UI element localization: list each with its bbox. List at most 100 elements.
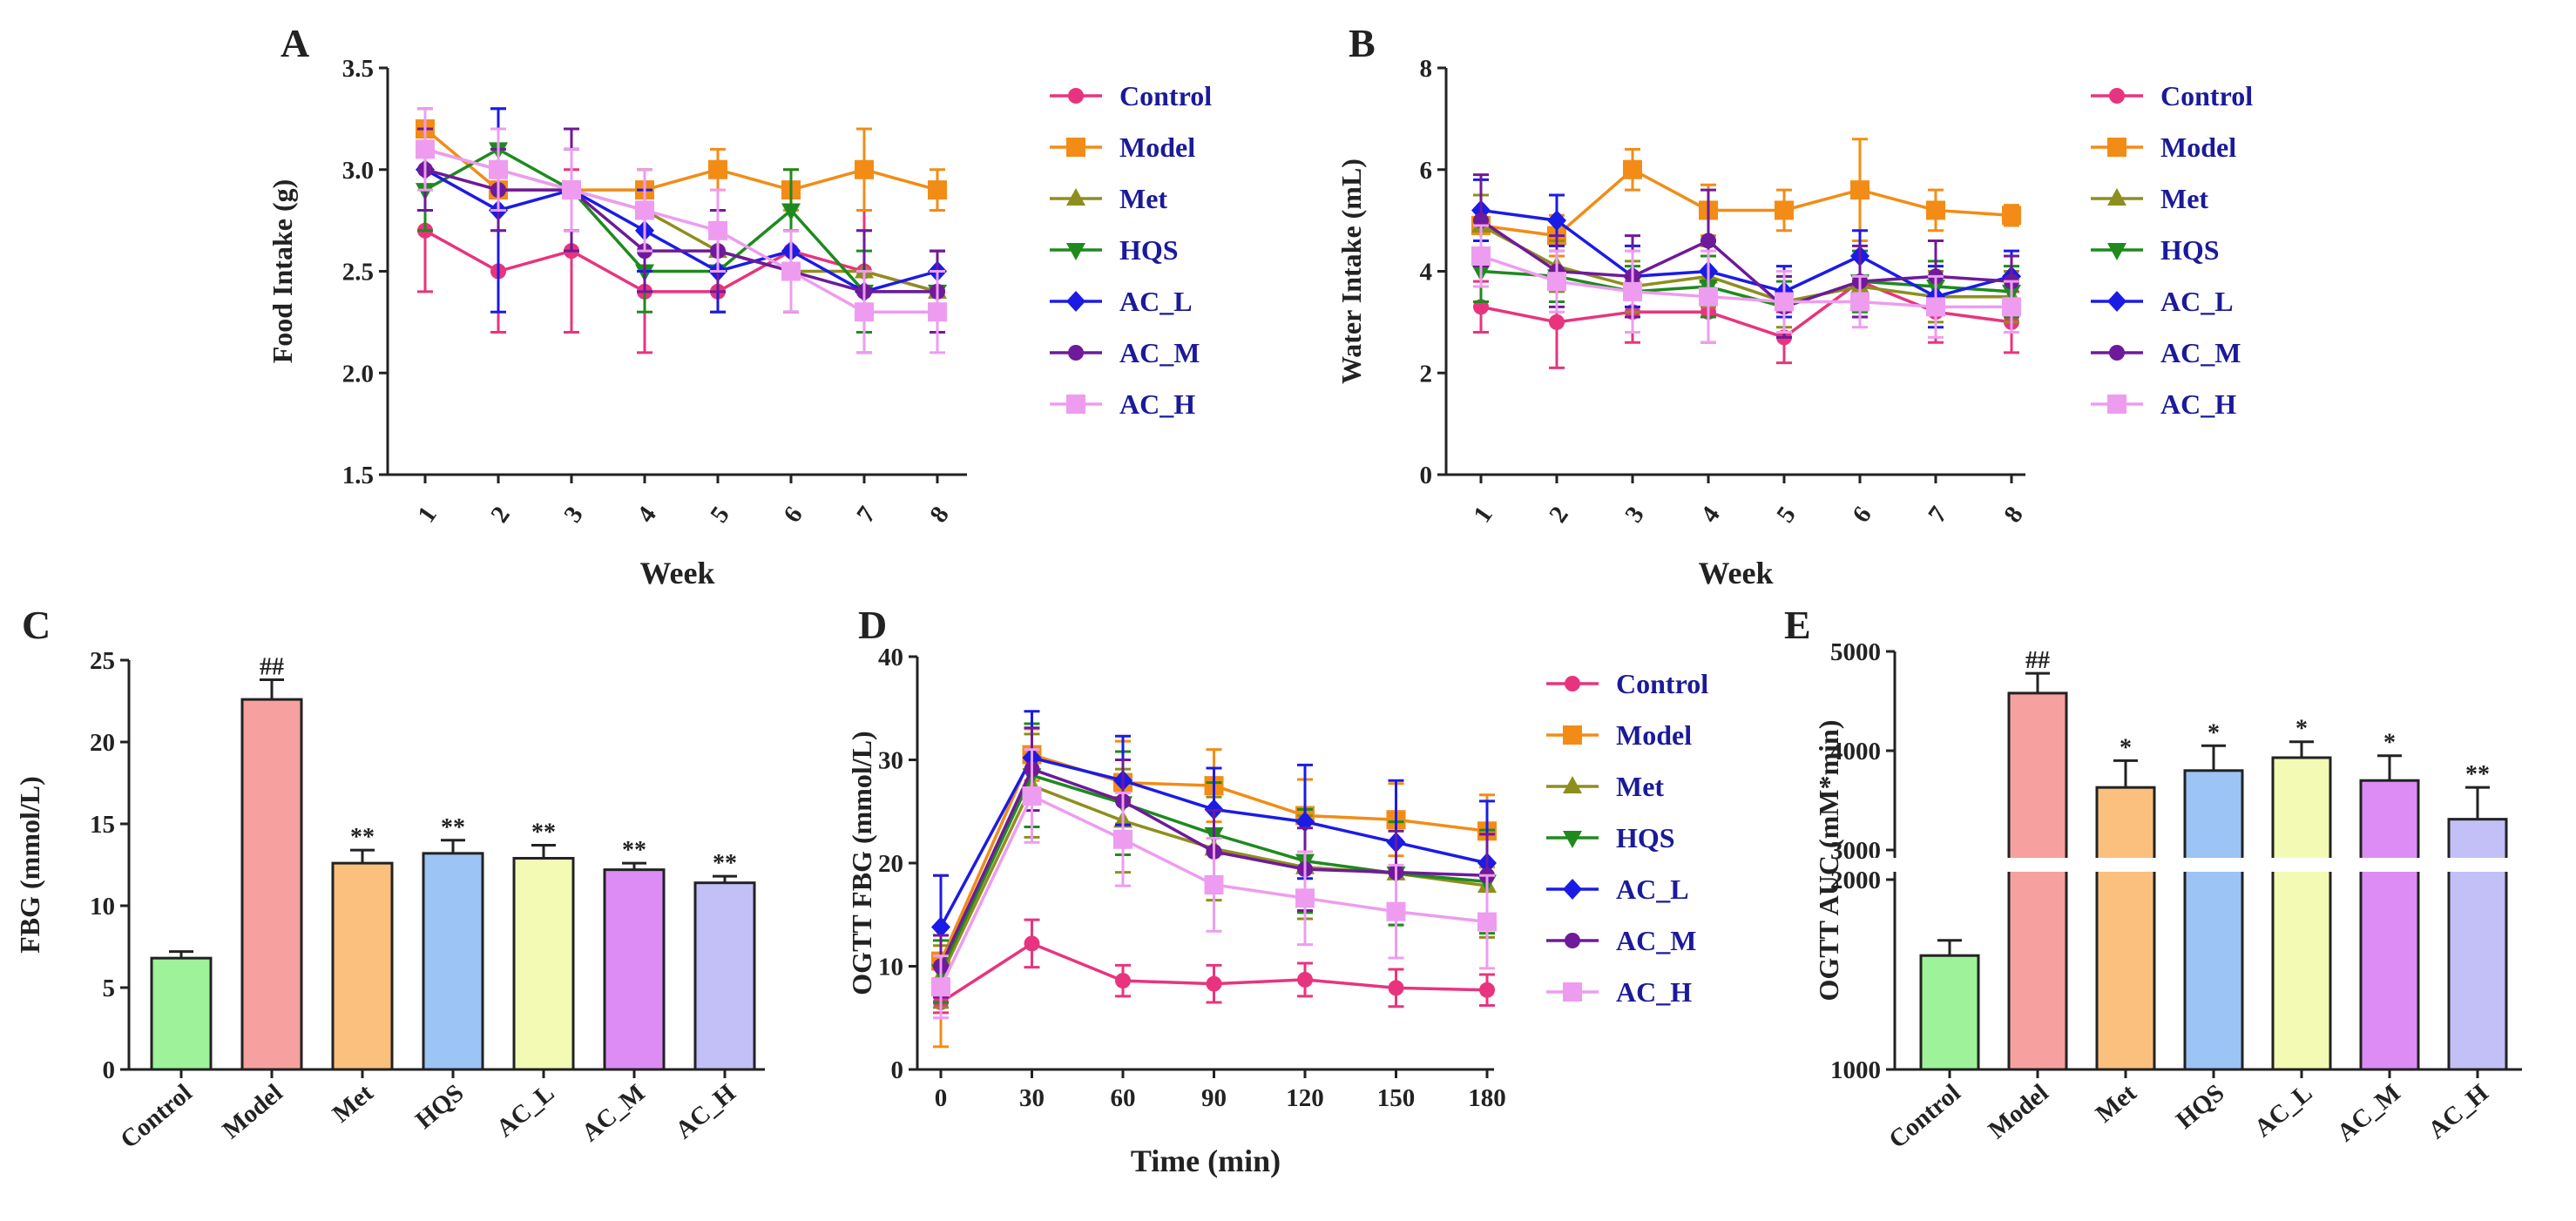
data-point (928, 180, 947, 200)
x-tick-label-a: 7 (851, 502, 882, 528)
bar-ac-h (2447, 818, 2508, 1071)
data-point (1206, 975, 1222, 992)
bar-group-control (150, 950, 213, 1071)
data-point (1623, 159, 1642, 179)
panel-letter-c: C (22, 603, 51, 647)
bar-ac-l (512, 856, 575, 1071)
x-tick-label-a: 2 (485, 502, 516, 528)
series-line-ac-h (424, 147, 937, 314)
y-axis-label-d: OGTT FBG (mmol/L) (846, 731, 877, 995)
legend-swatch-marker (1565, 676, 1580, 691)
legend-entry-ac-h: AC_H (1616, 976, 1692, 1008)
data-point (781, 261, 801, 281)
bar-ac-m (603, 868, 666, 1071)
x-tick-label-b: 7 (1923, 502, 1953, 528)
data-point (562, 180, 581, 200)
data-point (1623, 281, 1642, 301)
y-tick-label-d: 10 (878, 954, 903, 982)
plot-area-e: 10002000300040005000Control##Model*Met*H… (1813, 638, 2531, 1154)
series-ac-h (1471, 224, 2021, 344)
series-line-ac-m (1480, 219, 2012, 309)
y-axis-label-c: FBG (mmol/L) (14, 776, 45, 954)
bar-group-hqs: ** (422, 814, 484, 1071)
significance-label: * (2295, 716, 2308, 743)
bar-control (1919, 954, 1980, 1071)
bar-group-ac-l: ** (512, 819, 575, 1071)
x-tick-label-a: 1 (412, 502, 443, 528)
data-point (1479, 982, 1495, 998)
legend-entry-ac-m: AC_M (2160, 337, 2241, 368)
y-tick-label-d: 40 (878, 644, 903, 671)
legend-entry-control: Control (2160, 80, 2253, 111)
plot-area-c: 0 5 10 15 20 25 Control ## Model ** Met ** HQS ** AC_L… (14, 647, 765, 1154)
y-tick-label-b: 4 (1420, 259, 1433, 287)
legend-entry-ac-l: AC_L (1119, 286, 1193, 317)
y-tick-label-d: 20 (878, 850, 903, 878)
legend-swatch-marker (2107, 243, 2126, 260)
data-point (1477, 912, 1497, 932)
y-tick-label-b: 6 (1420, 157, 1433, 185)
x-tick-label-b: 6 (1847, 502, 1877, 528)
chart-panel-b: 0 2 4 6 8 1 2 3 4 5 6 7 8 Week Water Intake (mL) Contr… (1335, 55, 2253, 590)
x-tick-label-e: AC_M (2332, 1079, 2406, 1147)
y-tick-label-b: 2 (1420, 360, 1433, 388)
x-tick-label-e: Met (2091, 1079, 2142, 1129)
y-tick-label-c: 20 (90, 729, 115, 757)
significance-label: ** (713, 850, 737, 877)
y-axis-label-a: Food Intake (g) (267, 179, 298, 364)
data-point (1700, 233, 1716, 249)
series-line-met (1480, 224, 2011, 304)
bar-control (150, 956, 213, 1071)
series-line-ac-m (424, 168, 937, 293)
significance-label: * (2208, 719, 2220, 746)
panel-letter-e: E (1784, 603, 1811, 647)
series-control (933, 918, 1495, 1015)
data-point (708, 159, 727, 179)
y-tick-label-a: 1.5 (342, 462, 374, 489)
data-point (1022, 786, 1042, 806)
x-tick-label-b: 5 (1771, 502, 1802, 528)
y-tick-label-a: 2.5 (342, 259, 374, 287)
legend-entry-ac-h: AC_H (1119, 388, 1195, 420)
y-tick-label-d: 0 (891, 1056, 904, 1084)
data-point (2002, 206, 2021, 226)
legend-entry-control: Control (1616, 668, 1708, 699)
data-point (1547, 210, 1566, 232)
legend-a: Control Model Met HQS AC_L AC_M AC_H (1050, 80, 1212, 420)
chart-panel-e: 10002000300040005000Control##Model*Met*H… (1813, 638, 2531, 1154)
data-point (855, 159, 874, 179)
x-tick-label-d: 0 (935, 1084, 948, 1112)
x-tick-label-b: 3 (1619, 502, 1650, 528)
x-tick-label-c: AC_M (577, 1079, 651, 1147)
bar-group-hqs: * (2183, 719, 2244, 1071)
x-tick-label-a: 5 (705, 502, 735, 528)
bar-group-ac-l: * (2271, 716, 2332, 1071)
data-point (1204, 874, 1224, 894)
bar-group-model: ## (240, 654, 303, 1071)
y-tick-label-a: 3.0 (342, 157, 374, 185)
series-model (1471, 138, 2021, 258)
series-line-control (424, 229, 938, 293)
data-point (2002, 297, 2021, 317)
legend-entry-hqs: HQS (1616, 822, 1675, 853)
legend-swatch-marker (2109, 345, 2125, 361)
y-tick-label-c: 25 (90, 647, 115, 675)
y-tick-label-b: 8 (1420, 55, 1433, 83)
data-point (781, 203, 801, 221)
legend-entry-hqs: HQS (2160, 234, 2220, 266)
series-line-model (1480, 167, 2012, 238)
x-tick-label-b: 1 (1468, 502, 1498, 528)
panel-letter-d: D (858, 603, 887, 647)
bar-met (2095, 786, 2156, 1071)
legend-swatch-marker (1563, 776, 1582, 793)
legend-entry-ac-m: AC_M (1616, 925, 1696, 956)
legend-swatch-marker (1563, 831, 1582, 848)
data-point (1295, 888, 1315, 908)
legend-entry-model: Model (1616, 719, 1692, 751)
x-tick-label-d: 30 (1019, 1084, 1045, 1112)
bar-group-ac-h: ** (693, 850, 756, 1071)
legend-entry-model: Model (1119, 132, 1195, 163)
y-tick-label-c: 0 (103, 1056, 116, 1084)
chart-panel-c: 0 5 10 15 20 25 Control ## Model ** Met ** HQS ** AC_L… (14, 647, 765, 1154)
plot-area-a: 1.5 2.0 2.5 3.0 3.5 1 2 3 4 5 6 7 8 Week Food Intake (… (267, 55, 967, 590)
